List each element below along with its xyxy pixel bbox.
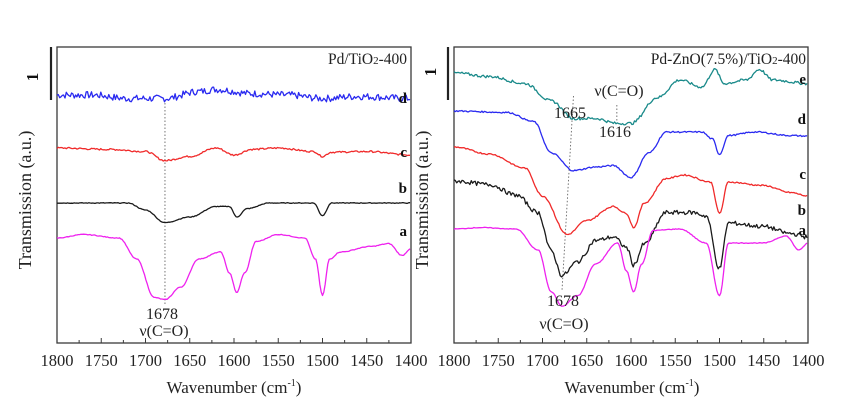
left-annotation-1678: 1678 <box>146 306 178 323</box>
x-tick-label: 1550 <box>262 351 295 370</box>
right-curve-label-a: a <box>799 223 807 239</box>
left-curve-label-d: d <box>399 91 408 107</box>
right-annotation-1616: 1616 <box>599 124 631 141</box>
x-tick-label: 1400 <box>395 351 428 370</box>
left-x-ticks: 1800 1750 1700 1650 1600 1550 1500 1450 1400 <box>41 338 428 370</box>
x-tick-label: 1400 <box>792 351 825 370</box>
x-tick-label: 1450 <box>747 351 780 370</box>
right-annotation-1678: 1678 <box>547 293 579 310</box>
right-x-axis-label: Wavenumber (cm-1) <box>565 378 700 397</box>
left-annotation-vco: ν(C=O) <box>139 323 188 340</box>
x-tick-label: 1500 <box>306 351 339 370</box>
left-spectrum-c <box>56 146 411 162</box>
left-plot-frame <box>56 46 412 344</box>
left-spectrum-b <box>57 202 411 224</box>
right-curve-label-c: c <box>799 167 806 183</box>
left-y-axis-label: Transmission (a.u.) <box>15 131 36 270</box>
right-spectrum-d <box>453 109 808 179</box>
left-curve-label-b: b <box>399 181 407 197</box>
right-guide-line-0 <box>561 95 574 292</box>
right-scale-bar-label: 1 <box>421 68 440 77</box>
left-curve-labels: d c b a <box>399 91 408 240</box>
right-curve-label-d: d <box>798 112 807 128</box>
left-curve-label-a: a <box>400 224 408 240</box>
left-series-group <box>56 86 411 300</box>
x-tick-label: 1600 <box>218 351 251 370</box>
right-annotation-vco-bottom: ν(C=O) <box>539 316 588 333</box>
right-spectrum-b <box>453 179 808 278</box>
right-series-group <box>453 67 808 307</box>
left-spectrum-a <box>56 233 411 300</box>
right-spectrum-a <box>453 226 808 307</box>
x-tick-label: 1650 <box>173 351 206 370</box>
right-curve-label-b: b <box>798 203 806 219</box>
x-tick-label: 1700 <box>129 351 162 370</box>
x-tick-label: 1600 <box>615 351 648 370</box>
right-panel-title: Pd-ZnO(7.5%)/TiO2-400 <box>651 51 806 68</box>
right-curve-label-e: e <box>799 72 806 88</box>
x-tick-label: 1650 <box>570 351 603 370</box>
right-annotation-1665: 1665 <box>554 105 586 122</box>
right-x-ticks: 1800 1750 1700 1650 1600 1550 1500 1450 1400 <box>438 338 825 370</box>
x-tick-label: 1500 <box>703 351 736 370</box>
right-spectrum-e <box>453 67 808 126</box>
x-tick-label: 1800 <box>438 351 471 370</box>
left-scale-bar-label: 1 <box>23 73 42 82</box>
left-curve-label-c: c <box>400 145 407 161</box>
x-tick-label: 1750 <box>85 351 118 370</box>
left-spectrum-d <box>56 86 411 103</box>
right-y-axis-label: Transmission (a.u.) <box>412 131 433 270</box>
x-tick-label: 1800 <box>41 351 74 370</box>
right-spectrum-c <box>453 146 808 236</box>
right-panel: 1 Transmission (a.u.) Pd-ZnO(7.5%)/TiO2-… <box>412 46 825 397</box>
right-annotation-vco-top: ν(C=O) <box>594 83 643 100</box>
right-guide-lines <box>561 95 618 292</box>
x-tick-label: 1750 <box>482 351 515 370</box>
left-panel-title: Pd/TiO2-400 <box>328 51 407 68</box>
x-tick-label: 1550 <box>659 351 692 370</box>
left-x-axis-label: Wavenumber (cm-1) <box>167 378 302 397</box>
x-tick-label: 1450 <box>350 351 383 370</box>
left-panel: 1 Transmission (a.u.) Pd/TiO2-400 1800 17… <box>15 46 428 397</box>
right-curve-labels: e d c ba <box>798 72 807 239</box>
x-tick-label: 1700 <box>526 351 559 370</box>
